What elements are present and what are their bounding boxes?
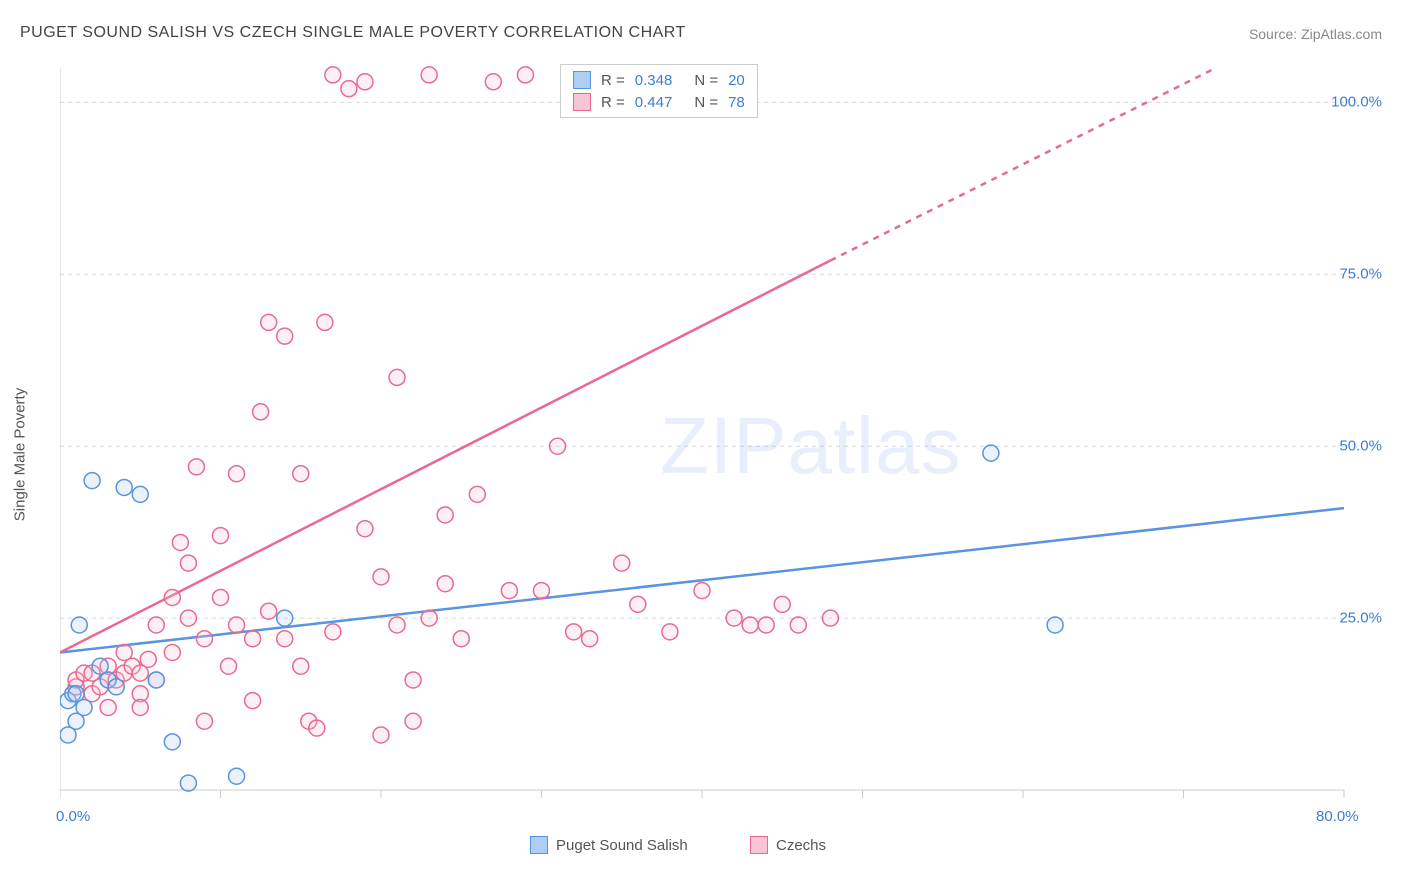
y-tick-label: 75.0% <box>1339 266 1382 283</box>
x-tick-label: 0.0% <box>56 808 90 825</box>
legend-r-value: 0.348 <box>635 72 673 89</box>
legend-n-value: 20 <box>728 72 745 89</box>
series-name: Czechs <box>776 837 826 854</box>
legend-swatch <box>573 71 591 89</box>
legend-row: R = 0.447 N = 78 <box>573 91 745 113</box>
legend-r-value: 0.447 <box>635 94 673 111</box>
legend-r-label: R = <box>601 72 625 89</box>
y-axis-label: Single Male Poverty <box>12 388 29 521</box>
chart-area: 25.0%50.0%75.0%100.0%0.0%80.0% <box>60 60 1380 830</box>
legend-swatch <box>750 836 768 854</box>
series-legend-item: Czechs <box>750 836 826 854</box>
legend-swatch <box>573 93 591 111</box>
x-tick-label: 80.0% <box>1316 808 1359 825</box>
y-tick-label: 25.0% <box>1339 610 1382 627</box>
legend-n-label: N = <box>694 94 718 111</box>
y-tick-label: 50.0% <box>1339 438 1382 455</box>
correlation-legend: R = 0.348 N = 20 R = 0.447 N = 78 <box>560 64 758 118</box>
chart-title: PUGET SOUND SALISH VS CZECH SINGLE MALE … <box>20 24 686 42</box>
scatter-plot <box>60 60 1380 830</box>
y-tick-label: 100.0% <box>1331 94 1382 111</box>
legend-n-label: N = <box>694 72 718 89</box>
legend-r-label: R = <box>601 94 625 111</box>
legend-n-value: 78 <box>728 94 745 111</box>
source-attribution: Source: ZipAtlas.com <box>1249 26 1382 42</box>
legend-row: R = 0.348 N = 20 <box>573 69 745 91</box>
legend-swatch <box>530 836 548 854</box>
series-legend-item: Puget Sound Salish <box>530 836 688 854</box>
series-name: Puget Sound Salish <box>556 837 688 854</box>
